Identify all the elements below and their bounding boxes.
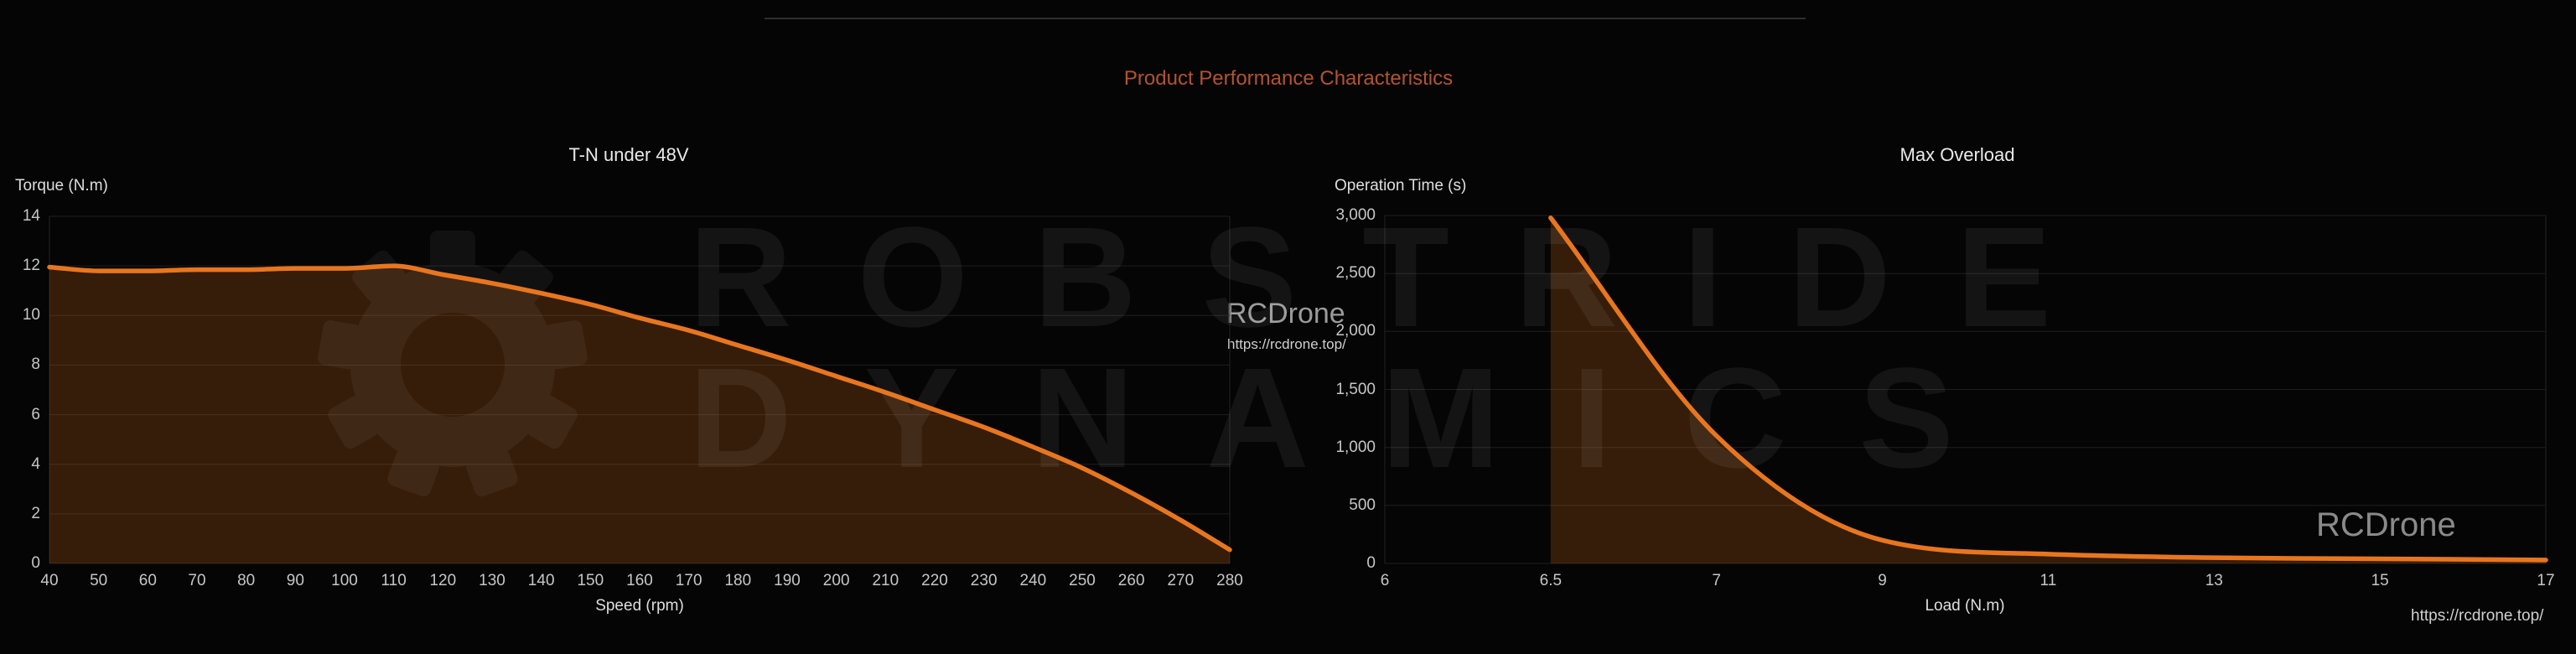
y-tick-label: 14 xyxy=(22,207,40,225)
y-tick-label: 12 xyxy=(22,257,40,275)
x-tick-label: 100 xyxy=(331,572,358,589)
y-tick-label: 8 xyxy=(31,356,40,374)
x-tick-label: 150 xyxy=(577,572,604,589)
y-tick-label: 3,000 xyxy=(1335,206,1376,224)
x-tick-label: 180 xyxy=(724,572,752,589)
x-tick-label: 210 xyxy=(872,572,899,589)
brand-text-mid: RCDrone xyxy=(1226,298,1345,330)
x-tick-label: 15 xyxy=(2371,572,2389,589)
top-divider-line xyxy=(765,18,1806,19)
x-tick-label: 280 xyxy=(1216,572,1243,589)
y-tick-label: 2,000 xyxy=(1335,322,1376,340)
x-tick-label: 50 xyxy=(90,572,108,589)
x-tick-label: 6 xyxy=(1380,572,1390,589)
x-tick-label: 200 xyxy=(822,572,850,589)
tn-curve-area xyxy=(49,266,1230,563)
x-tick-label: 7 xyxy=(1712,572,1721,589)
x-tick-label: 40 xyxy=(40,572,59,589)
x-tick-label: 220 xyxy=(921,572,948,589)
x-tick-label: 110 xyxy=(381,572,407,589)
brand-text-bottom: RCDrone xyxy=(2316,506,2456,543)
left-chart-title: T-N under 48V xyxy=(568,144,689,165)
x-tick-label: 250 xyxy=(1069,572,1096,589)
y-tick-label: 2 xyxy=(31,504,40,522)
x-tick-label: 240 xyxy=(1019,572,1047,589)
brand-url-mid: https://rcdrone.top/ xyxy=(1227,336,1346,352)
x-tick-label: 190 xyxy=(774,572,801,589)
brand-url-bottom: https://rcdrone.top/ xyxy=(2411,607,2544,625)
y-tick-label: 0 xyxy=(31,554,40,572)
x-tick-label: 9 xyxy=(1878,572,1887,589)
x-tick-label: 90 xyxy=(286,572,304,589)
x-tick-label: 160 xyxy=(626,572,653,589)
left-chart-x-axis-title: Speed (rpm) xyxy=(595,597,684,615)
y-tick-label: 6 xyxy=(31,405,40,423)
y-tick-label: 1,000 xyxy=(1335,438,1376,456)
page-title: Product Performance Characteristics xyxy=(1123,67,1454,90)
x-tick-label: 17 xyxy=(2537,572,2555,589)
x-tick-label: 270 xyxy=(1167,572,1195,589)
left-chart-y-axis-title: Torque (N.m) xyxy=(15,177,108,195)
x-tick-label: 6.5 xyxy=(1539,572,1563,589)
overload-curve-line xyxy=(1548,215,2548,563)
y-tick-label: 2,500 xyxy=(1335,264,1376,283)
y-tick-label: 0 xyxy=(1366,554,1376,572)
x-tick-label: 11 xyxy=(2040,572,2057,589)
y-tick-label: 4 xyxy=(31,454,40,473)
x-tick-label: 70 xyxy=(188,572,206,589)
x-tick-label: 260 xyxy=(1117,572,1145,589)
right-chart-y-axis-title: Operation Time (s) xyxy=(1335,177,1467,195)
x-tick-label: 13 xyxy=(2205,572,2223,589)
y-tick-label: 500 xyxy=(1349,496,1376,514)
tn-curve-line xyxy=(47,263,1232,553)
x-tick-label: 170 xyxy=(675,572,702,589)
x-tick-label: 130 xyxy=(479,572,505,589)
overload-curve-area xyxy=(1550,217,2546,563)
x-tick-label: 60 xyxy=(138,572,157,589)
x-tick-label: 140 xyxy=(527,572,555,589)
x-tick-label: 80 xyxy=(237,572,256,589)
x-tick-label: 230 xyxy=(970,572,998,589)
right-chart-title: Max Overload xyxy=(1900,144,2015,165)
right-chart-x-axis-title: Load (N.m) xyxy=(1925,597,2005,615)
y-tick-label: 10 xyxy=(22,306,40,324)
y-tick-label: 1,500 xyxy=(1335,380,1376,398)
x-tick-label: 120 xyxy=(429,572,457,589)
